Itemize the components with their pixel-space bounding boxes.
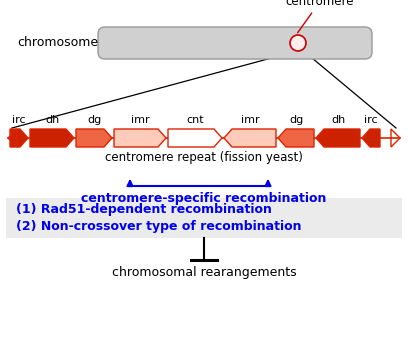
Text: centromere-specific recombination: centromere-specific recombination (81, 192, 327, 205)
Text: (2) Non-crossover type of recombination: (2) Non-crossover type of recombination (16, 220, 302, 233)
Polygon shape (10, 129, 28, 147)
Polygon shape (114, 129, 166, 147)
Polygon shape (168, 129, 222, 147)
Text: irc: irc (12, 115, 26, 125)
Text: dh: dh (331, 115, 345, 125)
Polygon shape (30, 129, 74, 147)
Text: (1) Rad51-dependent recombination: (1) Rad51-dependent recombination (16, 203, 272, 216)
Text: dh: dh (45, 115, 59, 125)
Polygon shape (224, 129, 276, 147)
Polygon shape (362, 129, 380, 147)
Polygon shape (316, 129, 360, 147)
Polygon shape (76, 129, 112, 147)
FancyBboxPatch shape (98, 27, 372, 59)
Text: dg: dg (289, 115, 303, 125)
Text: chromosomal rearangements: chromosomal rearangements (112, 266, 296, 279)
Text: chromosome: chromosome (17, 36, 98, 49)
FancyBboxPatch shape (6, 198, 402, 238)
Text: irc: irc (364, 115, 378, 125)
Text: imr: imr (241, 115, 259, 125)
Text: imr: imr (131, 115, 149, 125)
Polygon shape (278, 129, 314, 147)
Text: centromere repeat (fission yeast): centromere repeat (fission yeast) (105, 151, 303, 164)
Text: dg: dg (87, 115, 101, 125)
Text: cnt: cnt (186, 115, 204, 125)
Text: centromere: centromere (286, 0, 354, 33)
Circle shape (290, 35, 306, 51)
